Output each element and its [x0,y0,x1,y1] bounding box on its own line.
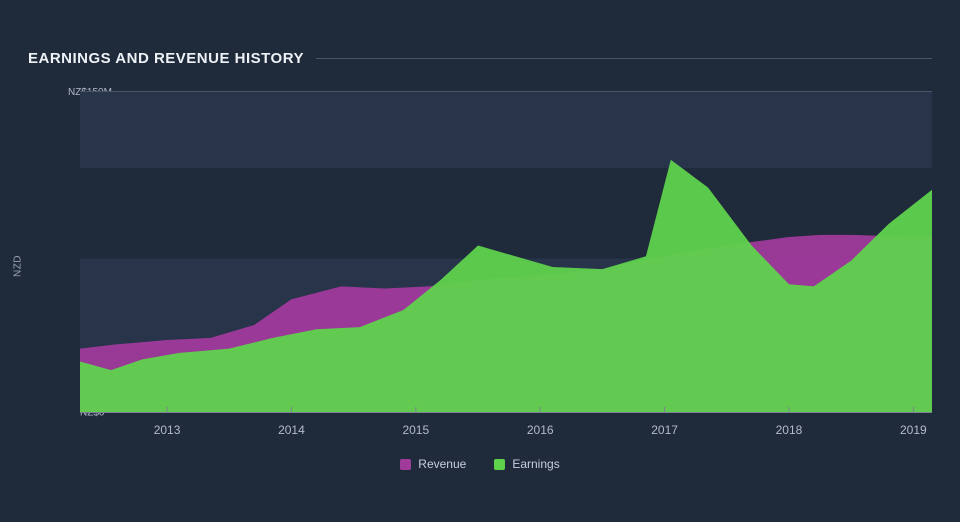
title-rule [316,58,932,59]
x-tick-label: 2018 [776,423,803,437]
swatch-earnings [494,459,505,470]
chart-container: EARNINGS AND REVENUE HISTORY NZD NZ$150M… [0,0,960,522]
x-tick-label: 2013 [154,423,181,437]
legend-label-revenue: Revenue [418,457,466,471]
x-tick-label: 2014 [278,423,305,437]
chart-title: EARNINGS AND REVENUE HISTORY [28,50,304,67]
x-axis-ticks: 2013 2014 2015 2016 2017 2018 2019 [80,417,932,441]
x-tick-label: 2019 [900,423,927,437]
swatch-revenue [400,459,411,470]
legend: Revenue Earnings [28,457,932,471]
legend-item-revenue: Revenue [400,457,466,471]
title-row: EARNINGS AND REVENUE HISTORY [28,50,932,67]
plot-area [80,91,932,413]
plot-wrap: NZD NZ$150M NZ$0 20132014201520162017201… [28,91,932,441]
x-tick-label: 2017 [651,423,678,437]
legend-item-earnings: Earnings [494,457,559,471]
y-axis-label: NZD [13,255,24,277]
legend-label-earnings: Earnings [512,457,559,471]
x-tick-label: 2016 [527,423,554,437]
plot-svg [80,91,932,413]
x-tick-label: 2015 [402,423,429,437]
